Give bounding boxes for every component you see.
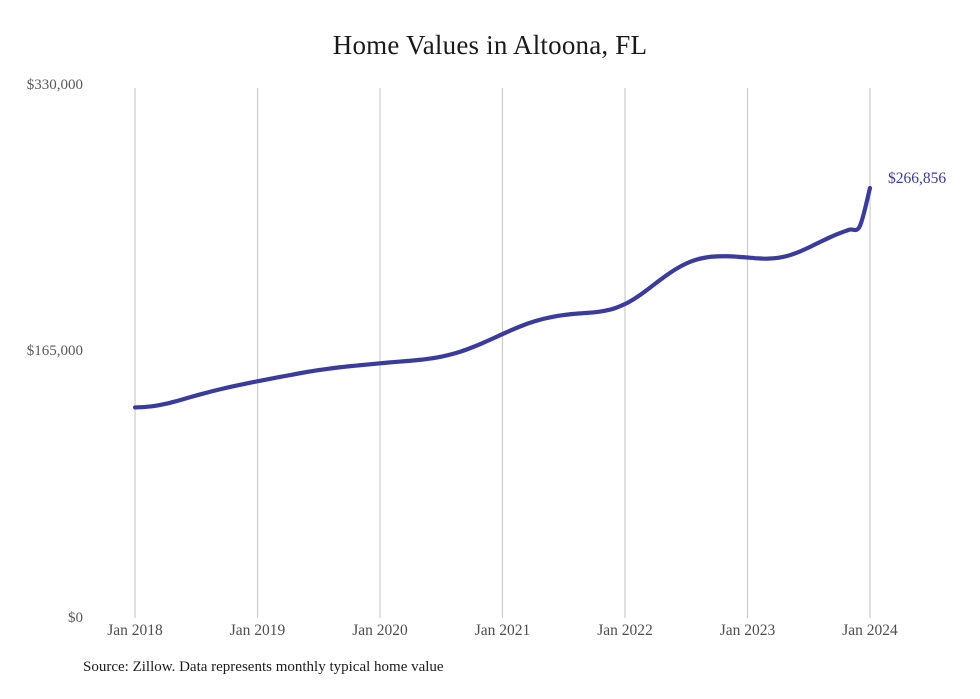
end-point-value-label: $266,856 <box>888 170 947 187</box>
x-axis-tick-label-jan-2024: Jan 2024 <box>842 622 898 639</box>
gridlines-group <box>134 88 871 618</box>
source-note: Source: Zillow. Data represents monthly … <box>83 659 444 675</box>
x-axis-tick-label-jan-2023: Jan 2023 <box>719 622 776 639</box>
chart-title: Home Values in Altoona, FL <box>332 30 648 60</box>
x-axis-tick-label-jan-2022: Jan 2022 <box>597 622 653 639</box>
y-axis-tick-label-top: $330,000 <box>26 77 83 93</box>
x-axis-tick-label-jan-2020: Jan 2020 <box>352 622 408 639</box>
x-axis-tick-label-jan-2018: Jan 2018 <box>107 622 163 639</box>
data-line-typical-home-value <box>132 185 873 410</box>
y-axis-tick-label-bottom: $0 <box>68 610 83 626</box>
x-axis-tick-label-jan-2021: Jan 2021 <box>474 622 531 639</box>
x-axis-tick-label-jan-2019: Jan 2019 <box>229 622 286 639</box>
y-axis-tick-label-mid: $165,000 <box>26 343 83 359</box>
